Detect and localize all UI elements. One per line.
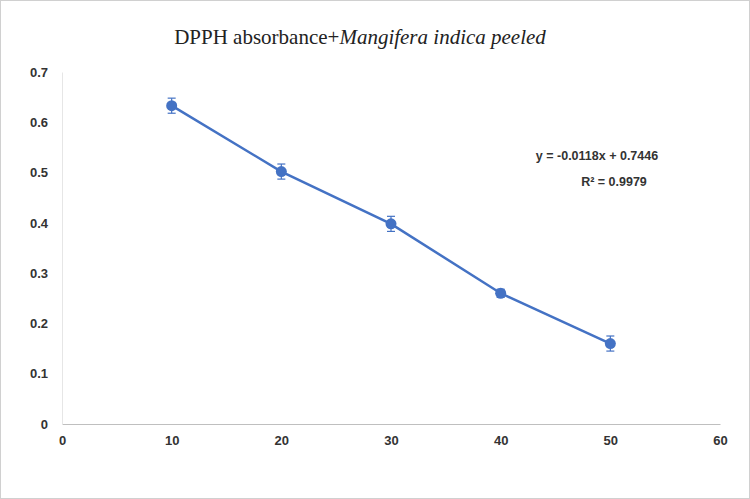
tick: 30: [384, 424, 398, 448]
data-point: [386, 218, 397, 229]
tick: 10: [165, 424, 179, 448]
tick: 40: [494, 424, 508, 448]
chart: DPPH absorbance+Mangifera indica peeled 0…: [0, 0, 750, 499]
x-axis: 0 10 20 30 40 50 60: [59, 424, 728, 448]
tick: 0.2: [30, 316, 62, 331]
title: DPPH absorbance+Mangifera indica peeled: [174, 25, 546, 49]
tick-label: 0.5: [30, 165, 48, 180]
error-bar-cap: [387, 231, 395, 232]
data-point: [276, 166, 287, 177]
data-point: [605, 338, 616, 349]
tick: 50: [604, 424, 618, 448]
x-axis-line: [63, 424, 721, 425]
tick-label: 0: [41, 417, 48, 432]
tick-label: 0: [59, 433, 66, 448]
tick-label: 10: [165, 433, 179, 448]
tick-label: 30: [384, 433, 398, 448]
chart-frame: [1, 1, 750, 499]
annotation: R² = 0.9979: [581, 175, 647, 189]
tick-label: 0.1: [30, 366, 48, 381]
tick: 0: [41, 417, 62, 432]
error-bar-cap: [387, 216, 395, 217]
y-axis: 0 0.1 0.2 0.3 0.4 0.5 0.6 0.7: [30, 65, 63, 432]
error-bar-cap: [168, 113, 176, 114]
tick-label: 0.7: [30, 65, 48, 80]
y-axis-line: [62, 73, 63, 425]
data-point: [495, 288, 506, 299]
annotation: y = -0.0118x + 0.7446: [536, 149, 658, 163]
tick-label: 50: [604, 433, 618, 448]
tick: 0.5: [30, 165, 62, 180]
plot-area: [166, 98, 616, 351]
error-bar-cap: [168, 98, 176, 99]
tick-label: 0.3: [30, 266, 48, 281]
tick-label: 0.4: [30, 216, 49, 231]
data-line: [172, 106, 611, 344]
tick: 0.7: [30, 65, 62, 80]
tick: 20: [275, 424, 289, 448]
error-bar-cap: [606, 335, 614, 336]
tick-label: 60: [713, 433, 727, 448]
error-bar-cap: [277, 163, 285, 164]
tick: 0.3: [30, 266, 62, 281]
tick-label: 0.6: [30, 115, 48, 130]
tick-label: 20: [275, 433, 289, 448]
tick: 0.4: [30, 216, 62, 231]
tick-label: 0.2: [30, 316, 48, 331]
tick: 0: [59, 424, 66, 448]
data-point: [166, 100, 177, 111]
error-bar-cap: [277, 179, 285, 180]
error-bar-cap: [606, 350, 614, 351]
tick: 0.6: [30, 115, 62, 130]
tick-label: 40: [494, 433, 508, 448]
tick: 60: [713, 424, 727, 448]
tick: 0.1: [30, 366, 62, 381]
